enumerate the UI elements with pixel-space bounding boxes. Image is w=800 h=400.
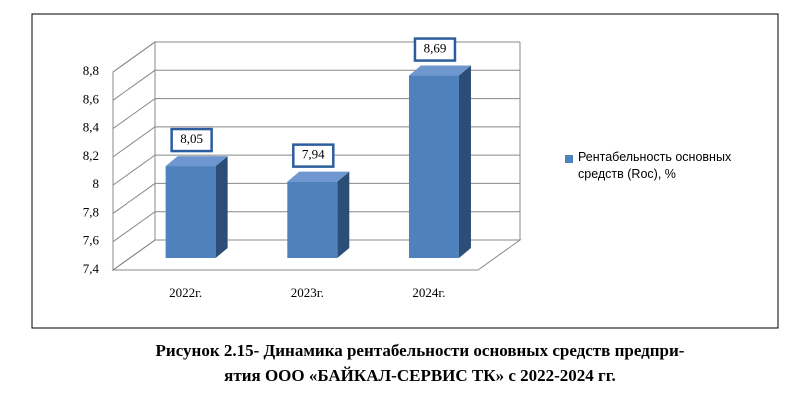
y-tick-label: 7,8 bbox=[83, 204, 99, 219]
x-tick-label: 2022г. bbox=[169, 285, 202, 300]
caption-line: ятия ООО «БАЙКАЛ-СЕРВИС ТК» с 2022-2024 … bbox=[224, 366, 616, 385]
bar-side bbox=[215, 156, 228, 258]
y-tick-label: 7,4 bbox=[83, 261, 100, 276]
y-tick-label: 8,6 bbox=[83, 91, 100, 106]
legend-swatch bbox=[565, 155, 573, 163]
y-tick-label: 8,4 bbox=[83, 120, 100, 135]
caption-line: Рисунок 2.15- Динамика рентабельности ос… bbox=[156, 341, 685, 360]
bar bbox=[287, 181, 338, 258]
y-tick-label: 8 bbox=[93, 176, 100, 191]
grid-line bbox=[112, 126, 520, 158]
y-tick-label: 7,6 bbox=[83, 233, 100, 248]
bar-top bbox=[165, 156, 228, 167]
bar-top bbox=[408, 65, 471, 76]
grid-line bbox=[112, 182, 520, 214]
bar bbox=[165, 166, 216, 258]
x-tick-label: 2024г. bbox=[412, 285, 445, 300]
legend: Рентабельность основных средств (Roc), % bbox=[578, 150, 732, 181]
bar-side bbox=[337, 171, 350, 258]
data-label-box bbox=[413, 37, 457, 62]
data-label: 7,94 bbox=[302, 147, 325, 162]
x-tick-label: 2023г. bbox=[291, 285, 324, 300]
y-tick-label: 8,8 bbox=[83, 63, 99, 78]
grid-line bbox=[112, 41, 520, 73]
legend-label: Рентабельность основных средств (Roc), % bbox=[578, 150, 732, 181]
chart-frame bbox=[31, 13, 779, 329]
grid-line bbox=[112, 239, 520, 271]
grid-line bbox=[112, 211, 520, 243]
bar-side bbox=[458, 65, 471, 258]
bar bbox=[408, 75, 459, 258]
y-tick-label: 8,2 bbox=[83, 148, 99, 163]
data-label-box bbox=[170, 127, 213, 153]
grid-line bbox=[112, 154, 520, 186]
grid-line bbox=[112, 98, 520, 129]
data-label-box bbox=[292, 143, 335, 168]
side-wall bbox=[112, 41, 156, 271]
grid-line bbox=[112, 69, 520, 101]
data-label: 8,05 bbox=[180, 131, 203, 146]
bar-top bbox=[287, 171, 350, 182]
data-label: 8,69 bbox=[424, 41, 447, 56]
